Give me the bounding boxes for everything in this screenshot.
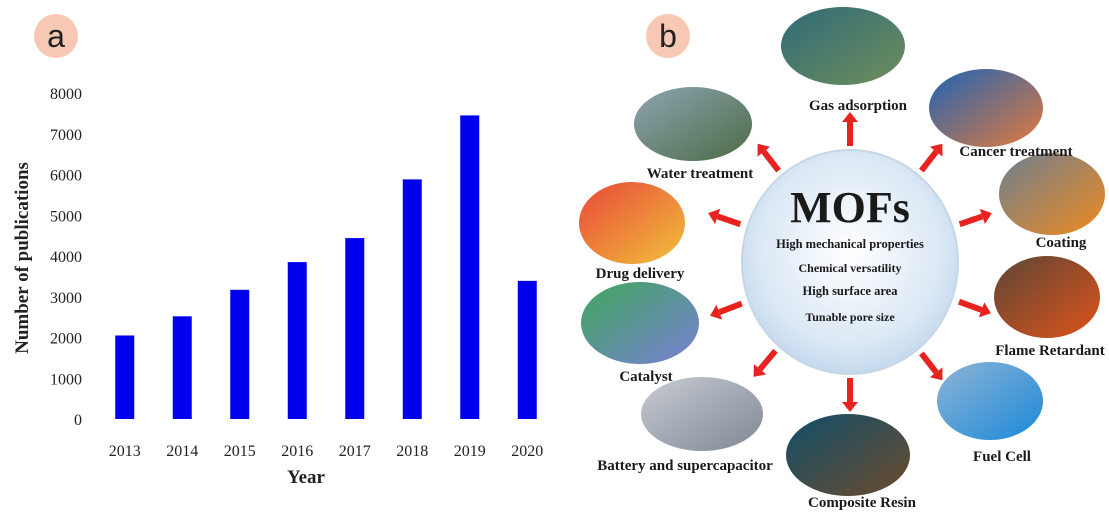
- panel-label-b: b: [646, 14, 690, 58]
- center-property: High mechanical properties: [776, 237, 924, 251]
- x-tick-label: 2015: [224, 443, 256, 460]
- arrow-shaft: [957, 298, 983, 313]
- y-tick-label: 2000: [50, 331, 82, 348]
- arrow-head: [979, 208, 992, 224]
- application-label-coating: Coating: [1036, 235, 1087, 251]
- y-tick-label: 5000: [50, 208, 82, 225]
- arrow-head: [753, 364, 767, 377]
- battery-image: [639, 375, 765, 453]
- mofs-center-circle: [741, 149, 959, 375]
- coating-image: [997, 151, 1107, 237]
- x-axis: 2013 2014 2015 2016 2017 2018 2019 2020: [109, 443, 544, 460]
- y-tick-label: 6000: [50, 168, 82, 185]
- fuel-cell-image: [935, 360, 1045, 442]
- application-label-composite-resin: Composite Resin: [808, 495, 917, 511]
- x-tick-label: 2016: [281, 443, 313, 460]
- water-treatment-image: [632, 85, 754, 163]
- x-tick-label: 2017: [339, 443, 371, 460]
- arrow-shaft: [761, 149, 781, 173]
- y-axis: 0 1000 2000 3000 4000 5000 6000 7000 8000: [50, 86, 82, 429]
- application-label-battery: Battery and supercapacitor: [597, 458, 773, 474]
- application-images: [577, 5, 1107, 498]
- arrow-shaft: [757, 348, 778, 372]
- application-label-drug-delivery: Drug delivery: [596, 266, 685, 282]
- bar-2019: [460, 115, 480, 419]
- application-label-gas-adsorption: Gas adsorption: [809, 98, 908, 114]
- arrow-head: [978, 302, 991, 318]
- x-tick-label: 2019: [454, 443, 486, 460]
- application-label-catalyst: Catalyst: [619, 369, 672, 385]
- y-tick-label: 1000: [50, 371, 82, 388]
- bar-2016: [287, 262, 307, 419]
- flame-retardant-image: [992, 254, 1102, 340]
- y-tick-label: 7000: [50, 127, 82, 144]
- arrow-head: [842, 402, 858, 412]
- application-label-fuel-cell: Fuel Cell: [973, 449, 1031, 465]
- x-axis-label: Year: [287, 467, 326, 488]
- cancer-treatment-image: [927, 67, 1045, 149]
- catalyst-image: [579, 280, 701, 366]
- bars: [115, 115, 537, 419]
- application-label-flame-retardant: Flame Retardant: [995, 343, 1105, 359]
- arrow-shaft: [919, 149, 939, 173]
- bar-2018: [402, 179, 422, 419]
- center-property: Chemical versatility: [799, 261, 902, 275]
- application-label-water-treatment: Water treatment: [647, 166, 754, 182]
- bar-2017: [345, 238, 365, 419]
- y-axis-label: Number of publications: [12, 162, 33, 354]
- arrow-shaft: [716, 213, 742, 228]
- center-property: High surface area: [803, 284, 899, 298]
- arrow-shaft: [718, 300, 743, 315]
- x-tick-label: 2013: [109, 443, 141, 460]
- center-property: Tunable pore size: [805, 310, 895, 324]
- bar-2015: [230, 289, 250, 419]
- arrow-head: [757, 143, 771, 157]
- bar-2020: [517, 280, 537, 419]
- gas-adsorption-image: [779, 5, 907, 87]
- x-tick-label: 2020: [511, 443, 543, 460]
- arrow-head: [929, 367, 943, 381]
- drug-delivery-image: [577, 180, 687, 266]
- x-tick-label: 2014: [166, 443, 198, 460]
- arrow-head: [929, 143, 943, 157]
- arrow-shaft: [958, 213, 984, 228]
- arrows: [708, 112, 992, 412]
- arrow-head: [842, 112, 858, 122]
- x-tick-label: 2018: [396, 443, 428, 460]
- panel-label-a: a: [34, 14, 78, 58]
- center-title: MOFs: [790, 183, 910, 232]
- arrow-head: [709, 304, 723, 320]
- y-tick-label: 0: [74, 412, 82, 429]
- arrow-shaft: [919, 351, 939, 375]
- composite-resin-image: [784, 412, 912, 498]
- bar-2013: [115, 335, 135, 419]
- arrow-head: [708, 208, 721, 224]
- y-tick-label: 3000: [50, 290, 82, 307]
- bar-2014: [172, 316, 192, 419]
- application-label-cancer-treatment: Cancer treatment: [959, 144, 1072, 160]
- y-tick-label: 4000: [50, 249, 82, 266]
- y-tick-label: 8000: [50, 86, 82, 103]
